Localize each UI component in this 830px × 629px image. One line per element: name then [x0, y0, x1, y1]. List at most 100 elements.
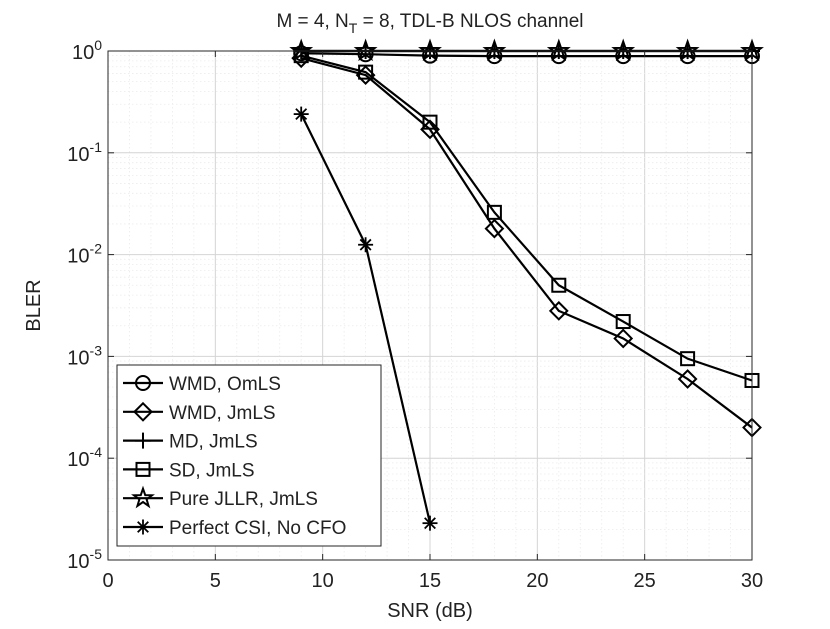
square-marker-shape — [486, 204, 502, 220]
legend-label: Perfect CSI, No CFO — [169, 518, 346, 539]
y-axis-label: BLER — [23, 279, 45, 331]
square-marker-shape — [135, 461, 151, 477]
data-point-diamond — [548, 300, 569, 321]
pentagram-marker-shape — [289, 38, 314, 62]
legend-marker-diamond — [133, 401, 153, 422]
chart-title: M = 4, NT = 8, TDL-B NLOS channel — [276, 11, 583, 36]
y-tick-label: 10-2 — [67, 241, 102, 268]
y-tick-label: 10-4 — [67, 444, 102, 471]
y-tick-label-exponent: -1 — [90, 139, 103, 155]
data-point-square — [422, 114, 438, 130]
data-point-asterisk — [358, 237, 374, 253]
x-tick-label: 20 — [526, 570, 548, 592]
legend-label: MD, JmLS — [169, 432, 258, 453]
legend-marker-circle — [135, 375, 151, 391]
pentagram-marker-shape — [131, 485, 155, 509]
data-point-diamond — [677, 369, 698, 389]
x-tick-label: 30 — [741, 570, 763, 592]
square-marker-shape — [551, 277, 567, 293]
asterisk-marker-arm — [359, 238, 372, 251]
chart-title-part-2: = 8, TDL-B NLOS channel — [357, 11, 583, 32]
asterisk-marker-arm — [137, 521, 149, 533]
data-point-square — [551, 277, 567, 293]
y-tick-label-exponent: -2 — [90, 241, 103, 257]
data-point-square — [680, 351, 696, 367]
y-tick-label-base: 10 — [67, 449, 89, 471]
y-tick-label-exponent: -4 — [90, 444, 103, 460]
asterisk-marker-arm — [424, 517, 436, 530]
asterisk-marker-arm — [295, 108, 308, 121]
y-tick-label-base: 10 — [67, 551, 89, 573]
y-tick-label: 10-3 — [67, 342, 102, 369]
y-tick-label-exponent: -5 — [90, 546, 103, 562]
legend-label: WMD, OmLS — [169, 374, 281, 395]
data-point-asterisk — [422, 515, 438, 531]
data-point-square — [293, 48, 309, 64]
series-line — [301, 52, 752, 58]
legend-marker-asterisk — [135, 519, 151, 535]
data-point-asterisk — [293, 106, 309, 122]
legend: WMD, OmLS WMD, JmLS MD, JmLS SD, JmLS Pure J… — [116, 364, 382, 547]
series-perfect-csi-no-cfo — [293, 106, 438, 531]
data-point-diamond — [613, 328, 634, 349]
data-point-pentagram — [289, 38, 314, 62]
x-tick-label: 25 — [634, 570, 656, 592]
data-point-pentagram — [482, 38, 507, 62]
legend-label: SD, JmLS — [169, 460, 255, 481]
data-point-square — [486, 204, 502, 220]
y-tick-label: 10-5 — [67, 546, 102, 573]
square-marker-shape — [293, 48, 309, 64]
diamond-marker-shape — [484, 218, 505, 239]
data-point-pentagram — [353, 38, 378, 62]
legend-entry: MD, JmLS — [123, 432, 258, 453]
y-tick-label-base: 10 — [67, 246, 89, 268]
square-marker-shape — [358, 64, 374, 80]
legend-label: WMD, JmLS — [169, 403, 276, 424]
series-line — [300, 54, 753, 382]
legend-marker-pentagram — [131, 485, 155, 509]
diamond-marker-shape — [133, 401, 153, 422]
pentagram-marker-shape — [611, 38, 636, 62]
series-line — [300, 57, 753, 429]
y-tick-label-base: 10 — [67, 347, 89, 369]
data-point-pentagram — [675, 38, 700, 62]
x-axis-label: SNR (dB) — [387, 600, 473, 622]
legend-entry: Perfect CSI, No CFO — [123, 518, 346, 539]
legend-label: Pure JLLR, JmLS — [169, 489, 318, 510]
y-tick-label-base: 10 — [67, 144, 89, 166]
x-tick-label: 15 — [419, 570, 441, 592]
legend-entry: SD, JmLS — [123, 460, 255, 481]
legend-entry: WMD, OmLS — [123, 374, 281, 395]
series-sd-jmls — [293, 48, 760, 388]
legend-entry: Pure JLLR, JmLS — [123, 485, 318, 510]
circle-marker-shape — [135, 375, 151, 391]
y-tick-label: 100 — [72, 37, 102, 64]
legend-box — [116, 364, 382, 547]
diamond-marker-shape — [548, 300, 569, 321]
chart-title-part-1: M = 4, N — [276, 11, 348, 32]
chart-title-subscript: T — [349, 20, 358, 36]
y-tick-label: 10-1 — [67, 139, 102, 166]
square-marker-shape — [680, 351, 696, 367]
x-tick-label: 0 — [102, 570, 113, 592]
legend-marker-square — [135, 461, 151, 477]
pentagram-marker-shape — [546, 38, 571, 62]
data-point-square — [358, 64, 374, 80]
legend-entry: WMD, JmLS — [123, 401, 276, 424]
x-tick-label: 5 — [210, 570, 221, 592]
x-tick-label: 10 — [312, 570, 334, 592]
square-marker-shape — [615, 314, 631, 330]
pentagram-marker-shape — [675, 38, 700, 62]
pentagram-marker-shape — [482, 38, 507, 62]
diamond-marker-shape — [677, 369, 698, 389]
data-point-diamond — [484, 218, 505, 239]
pentagram-marker-shape — [353, 38, 378, 62]
y-tick-label-exponent: 0 — [94, 37, 102, 53]
diamond-marker-shape — [613, 328, 634, 349]
y-tick-label-base: 10 — [72, 42, 94, 64]
data-point-square — [615, 314, 631, 330]
y-tick-label-exponent: -3 — [90, 342, 103, 358]
square-marker-shape — [422, 114, 438, 130]
